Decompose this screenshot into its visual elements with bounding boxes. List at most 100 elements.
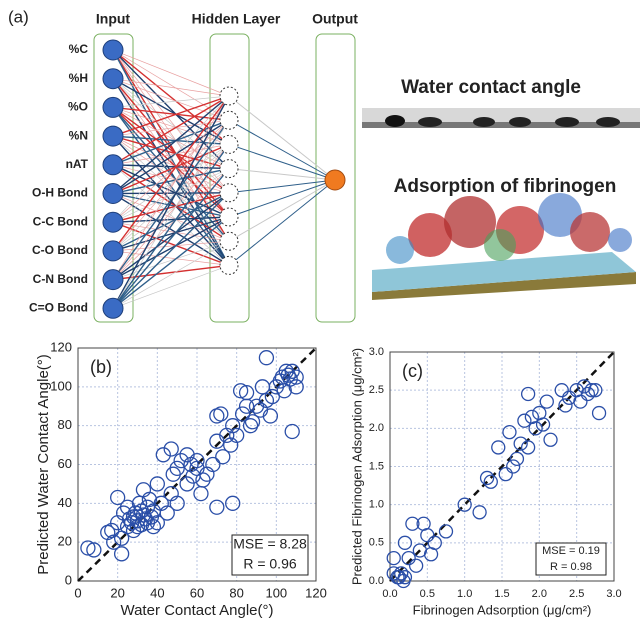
input-node (102, 269, 124, 291)
edge (112, 95, 230, 137)
image-title: Water contact angle (401, 77, 581, 98)
y-tick-label: 0 (65, 572, 72, 587)
droplet-image (362, 108, 640, 128)
edge (112, 78, 230, 194)
y-tick-label: 60 (58, 456, 72, 471)
point (189, 460, 205, 477)
point (232, 383, 249, 399)
point (528, 421, 543, 436)
edge (112, 78, 230, 97)
edge (112, 49, 230, 194)
plot-frame (389, 351, 615, 582)
point (159, 505, 175, 521)
input-node (102, 154, 124, 176)
input-label: O-H Bond (32, 186, 88, 200)
input-node (102, 125, 124, 147)
point (397, 535, 413, 550)
stats-text: R = 0.98 (550, 561, 592, 573)
edge (112, 144, 230, 223)
point (143, 509, 160, 525)
image-title: Adsorption of fibrinogen (394, 176, 617, 197)
point (517, 413, 532, 428)
point (86, 542, 102, 558)
edge (228, 179, 336, 194)
point (223, 437, 239, 453)
hidden-node (219, 134, 239, 154)
hidden-node (219, 110, 239, 130)
hidden-node (219, 183, 239, 203)
output-title: Output (312, 11, 358, 27)
edge (112, 106, 230, 121)
point (438, 524, 454, 539)
point (397, 570, 413, 585)
point (386, 550, 401, 566)
point (502, 424, 517, 440)
y-tick-label: 1.5 (369, 460, 384, 472)
x-axis-title: Water Contact Angle(°) (120, 602, 273, 619)
point (483, 474, 498, 489)
point (242, 418, 259, 434)
y-tick-label: 0.5 (369, 537, 384, 549)
edge (112, 49, 230, 97)
x-tick-label: 1.0 (457, 588, 472, 600)
point (543, 432, 558, 447)
hidden-node (219, 255, 239, 275)
point (173, 452, 189, 469)
stats-text: R = 0.96 (243, 556, 297, 572)
plot-frame (77, 347, 317, 582)
edge (112, 240, 230, 309)
edge (112, 216, 230, 223)
input-label: C-O Bond (32, 243, 88, 257)
point (520, 386, 536, 402)
point (554, 383, 569, 398)
point (520, 440, 536, 455)
input-label: %O (68, 100, 88, 114)
edge (112, 95, 230, 280)
point (169, 460, 185, 477)
point (125, 509, 142, 525)
point (80, 540, 96, 556)
y-tick-label: 2.5 (369, 384, 384, 396)
point (288, 369, 304, 385)
edge (112, 95, 230, 309)
y-tick-label: 20 (58, 534, 72, 549)
point (584, 383, 599, 398)
point (258, 350, 275, 366)
input-node (102, 183, 124, 204)
point (408, 558, 424, 573)
point (405, 516, 420, 531)
input-node (102, 96, 124, 118)
scatter-chart: 0 20 40 60 80 100 120 0 20 40 60 80 100 120 (b) Water C… (35, 339, 327, 619)
point (284, 423, 300, 440)
input-label: %H (69, 71, 88, 85)
plots: 0 20 40 60 80 100 120 0 20 40 60 80 100 120 (b) Water C… (35, 339, 622, 619)
point (457, 497, 472, 512)
edge (112, 120, 230, 309)
point (252, 402, 269, 418)
hidden-node (219, 159, 239, 179)
edge (112, 95, 230, 195)
edge (112, 192, 230, 218)
edge (112, 49, 230, 170)
identity-line (389, 351, 615, 582)
stats-text: MSE = 8.28 (233, 536, 307, 552)
point (225, 418, 241, 434)
point (394, 566, 409, 581)
edge (228, 168, 336, 181)
point (229, 427, 245, 444)
point (225, 495, 241, 511)
stats-box (231, 534, 309, 576)
point (113, 546, 130, 562)
edge (112, 168, 230, 223)
edge (112, 49, 230, 218)
y-tick-label: 40 (58, 495, 72, 510)
x-tick-label: 20 (110, 585, 124, 600)
edge (112, 216, 230, 252)
point (588, 383, 603, 398)
edge (112, 106, 230, 218)
input-label: C=O Bond (29, 300, 88, 314)
edge (112, 240, 230, 280)
x-tick-label: 40 (150, 585, 164, 600)
input-label: %N (69, 128, 88, 142)
point (573, 394, 588, 409)
